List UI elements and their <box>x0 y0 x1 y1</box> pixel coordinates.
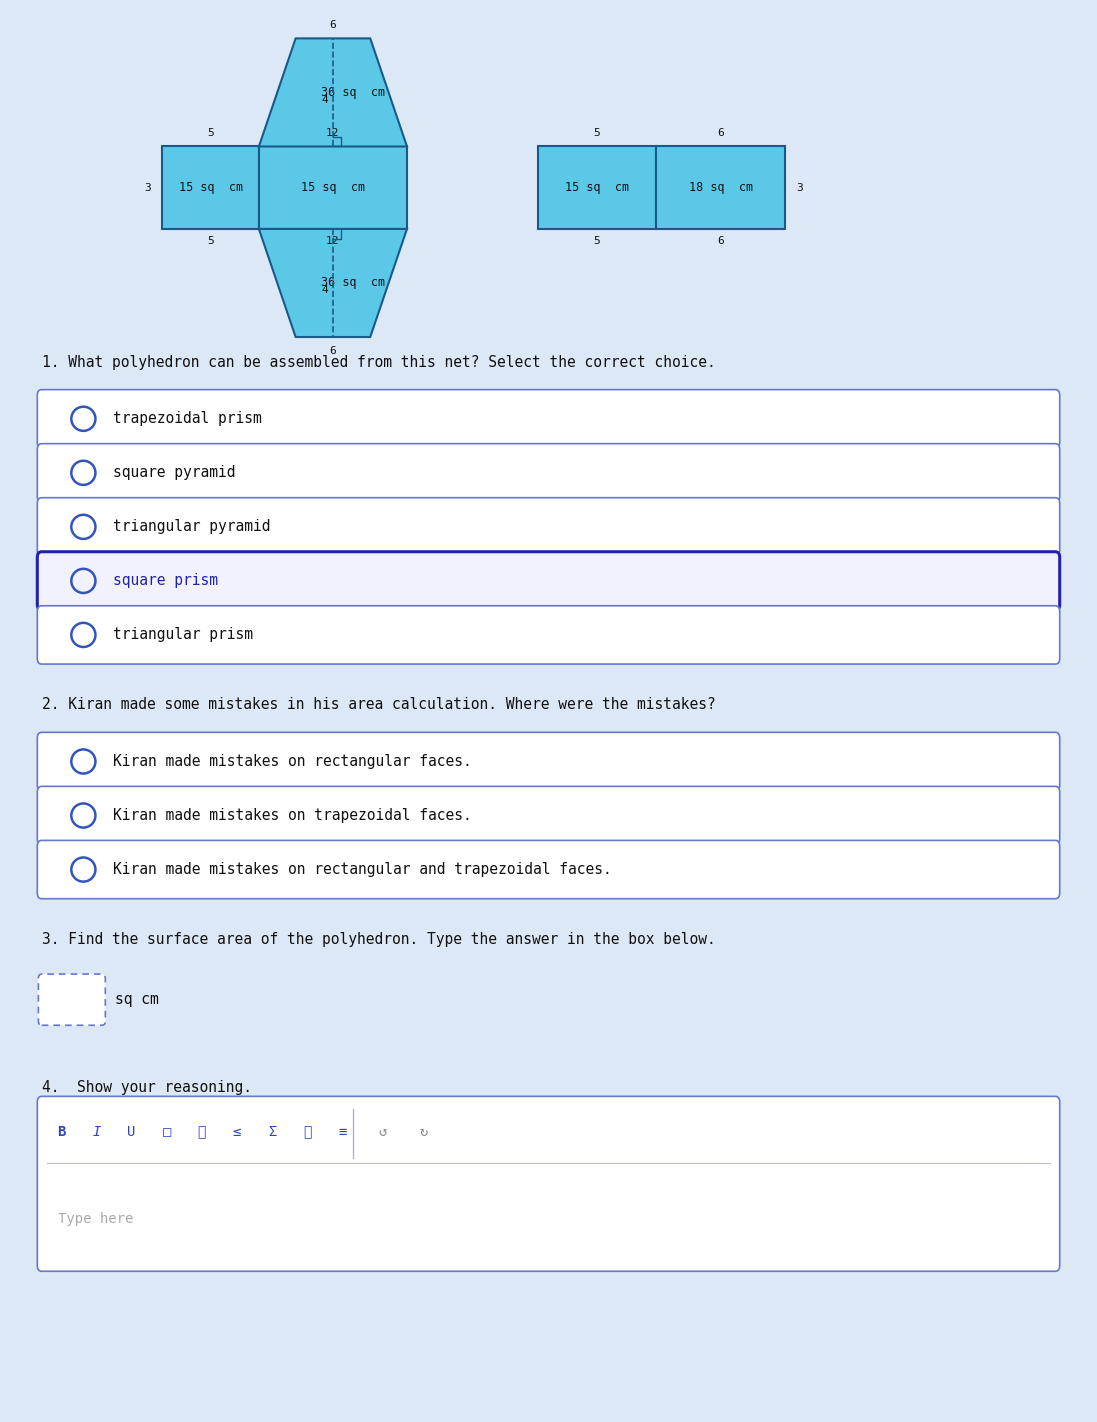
Text: triangular prism: triangular prism <box>113 627 253 643</box>
Text: I: I <box>92 1125 101 1139</box>
Text: 6: 6 <box>329 20 337 30</box>
FancyBboxPatch shape <box>37 606 1060 664</box>
Text: 12: 12 <box>326 236 340 246</box>
Text: square pyramid: square pyramid <box>113 465 236 481</box>
Text: □: □ <box>162 1125 171 1139</box>
Text: 5: 5 <box>207 236 214 246</box>
Polygon shape <box>259 146 407 229</box>
FancyBboxPatch shape <box>37 732 1060 791</box>
FancyBboxPatch shape <box>38 974 105 1025</box>
Text: 1. What polyhedron can be assembled from this net? Select the correct choice.: 1. What polyhedron can be assembled from… <box>42 354 715 370</box>
Text: 6: 6 <box>329 346 337 356</box>
Text: ☰: ☰ <box>197 1125 206 1139</box>
Text: ☰: ☰ <box>303 1125 312 1139</box>
Text: Kiran made mistakes on rectangular faces.: Kiran made mistakes on rectangular faces… <box>113 754 472 769</box>
Text: 5: 5 <box>593 236 600 246</box>
FancyBboxPatch shape <box>37 390 1060 448</box>
Text: Type here: Type here <box>58 1212 134 1226</box>
Text: 5: 5 <box>593 128 600 138</box>
Text: 4: 4 <box>321 94 329 105</box>
Text: ≤: ≤ <box>233 1125 241 1139</box>
Text: 36 sq  cm: 36 sq cm <box>320 85 385 100</box>
Polygon shape <box>259 229 407 337</box>
Text: 6: 6 <box>717 128 724 138</box>
Text: 15 sq  cm: 15 sq cm <box>565 181 629 195</box>
Text: 3: 3 <box>796 182 803 193</box>
Text: 6: 6 <box>717 236 724 246</box>
Text: 3: 3 <box>145 182 151 193</box>
Text: 4.  Show your reasoning.: 4. Show your reasoning. <box>42 1079 251 1095</box>
Text: 15 sq  cm: 15 sq cm <box>301 181 365 195</box>
Text: 5: 5 <box>207 128 214 138</box>
Text: Σ: Σ <box>268 1125 276 1139</box>
Text: 2. Kiran made some mistakes in his area calculation. Where were the mistakes?: 2. Kiran made some mistakes in his area … <box>42 697 715 712</box>
Text: 15 sq  cm: 15 sq cm <box>179 181 242 195</box>
FancyBboxPatch shape <box>37 552 1060 610</box>
FancyBboxPatch shape <box>37 498 1060 556</box>
FancyBboxPatch shape <box>37 840 1060 899</box>
Text: 18 sq  cm: 18 sq cm <box>689 181 753 195</box>
Text: ↻: ↻ <box>419 1125 428 1139</box>
Text: 3. Find the surface area of the polyhedron. Type the answer in the box below.: 3. Find the surface area of the polyhedr… <box>42 931 715 947</box>
Text: square prism: square prism <box>113 573 218 589</box>
Polygon shape <box>162 146 259 229</box>
Text: ↺: ↺ <box>378 1125 387 1139</box>
Text: sq cm: sq cm <box>115 993 159 1007</box>
Text: 36 sq  cm: 36 sq cm <box>320 276 385 290</box>
Polygon shape <box>538 146 656 229</box>
Text: trapezoidal prism: trapezoidal prism <box>113 411 262 427</box>
Text: U: U <box>127 1125 136 1139</box>
Text: Kiran made mistakes on trapezoidal faces.: Kiran made mistakes on trapezoidal faces… <box>113 808 472 823</box>
Polygon shape <box>259 38 407 146</box>
Text: B: B <box>57 1125 66 1139</box>
FancyBboxPatch shape <box>37 444 1060 502</box>
Text: Kiran made mistakes on rectangular and trapezoidal faces.: Kiran made mistakes on rectangular and t… <box>113 862 612 877</box>
Text: ≡: ≡ <box>338 1125 347 1139</box>
Text: 12: 12 <box>326 128 340 138</box>
Text: triangular pyramid: triangular pyramid <box>113 519 271 535</box>
Text: 4: 4 <box>321 284 329 296</box>
FancyBboxPatch shape <box>37 1096 1060 1271</box>
FancyBboxPatch shape <box>37 786 1060 845</box>
Polygon shape <box>656 146 785 229</box>
